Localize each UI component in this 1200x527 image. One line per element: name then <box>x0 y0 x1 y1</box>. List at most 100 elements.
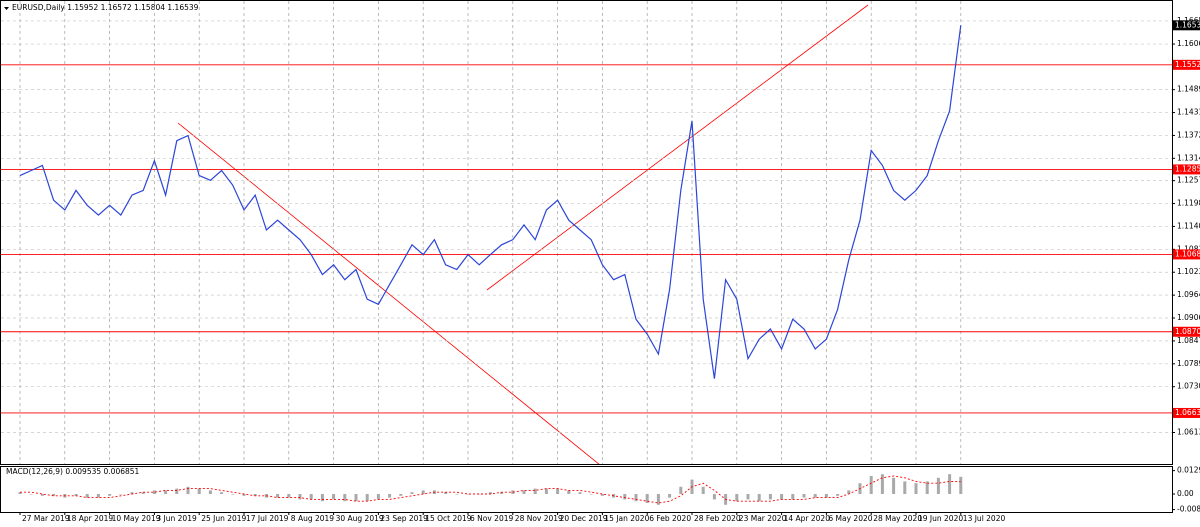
current-price-label: 1.16539 <box>1175 20 1200 29</box>
level-label: 1.08709 <box>1175 327 1200 336</box>
macd-bar <box>130 492 134 494</box>
macd-bar <box>847 490 851 494</box>
macd-bar <box>544 488 548 494</box>
current-price-box <box>1173 20 1200 31</box>
macd-bar <box>589 494 593 495</box>
macd-bar <box>712 494 716 500</box>
macd-bar <box>287 494 291 498</box>
macd-bar <box>388 494 392 498</box>
level-label-box <box>1173 59 1200 70</box>
macd-bar <box>757 494 761 502</box>
macd-bar <box>668 494 672 498</box>
macd-bar <box>836 494 840 496</box>
y-tick-label: 1.13725 <box>1177 130 1200 139</box>
chart-title: EURUSD,Daily 1.15952 1.16572 1.15804 1.1… <box>12 3 199 12</box>
x-tick-label: 28 Nov 2019 <box>515 514 563 523</box>
macd-bar <box>892 477 896 494</box>
macd-bar <box>746 494 750 500</box>
macd-bar <box>522 490 526 494</box>
x-tick-label: 15 Jan 2020 <box>604 514 649 523</box>
x-tick-label: 15 Oct 2019 <box>425 514 472 523</box>
macd-bar <box>18 492 22 494</box>
y-tick-label: 1.16060 <box>1177 39 1200 48</box>
macd-bar <box>197 488 201 494</box>
macd-bar <box>276 494 280 498</box>
y-tick-label: 1.08475 <box>1177 336 1200 345</box>
y-tick-label: 1.10230 <box>1177 267 1200 276</box>
trendlines <box>177 4 869 464</box>
macd-bar <box>40 494 44 496</box>
macd-bar <box>802 494 806 498</box>
x-tick-label: 17 Jul 2019 <box>246 514 289 523</box>
main-frame <box>0 0 1173 465</box>
x-tick-label: 20 Dec 2019 <box>560 514 608 523</box>
y-tick-label: 1.07890 <box>1177 359 1200 368</box>
macd-bar <box>623 494 627 500</box>
level-label-box <box>1173 249 1200 260</box>
trendline <box>486 4 869 291</box>
macd-bar <box>242 494 246 496</box>
x-tick-label: 6 Nov 2019 <box>470 514 513 523</box>
y-tick-label: 1.11985 <box>1177 199 1200 208</box>
level-label-box <box>1173 407 1200 418</box>
x-tick-label: 8 Aug 2019 <box>291 514 334 523</box>
macd-bar <box>220 492 224 494</box>
macd-bar <box>343 494 347 502</box>
macd-bar <box>735 494 739 502</box>
macd-bar <box>768 494 772 500</box>
macd-bar <box>914 483 918 494</box>
macd-bar <box>925 481 929 494</box>
macd-bar <box>96 494 100 498</box>
macd-bar <box>791 494 795 500</box>
x-tick-label: 23 Sep 2019 <box>380 514 428 523</box>
y-tick-label: 1.06135 <box>1177 427 1200 436</box>
macd-bar <box>578 492 582 494</box>
y-tick-label: 1.09645 <box>1177 290 1200 299</box>
macd-bar <box>656 494 660 505</box>
macd-bar <box>119 494 123 495</box>
macd-bar <box>679 486 683 494</box>
macd-bar <box>410 492 414 494</box>
level-label: 1.06634 <box>1175 408 1200 417</box>
x-tick-label: 19 Jun 2020 <box>918 514 963 523</box>
macd-bar <box>85 494 89 498</box>
macd-bar <box>399 494 403 496</box>
macd-bar <box>332 494 336 500</box>
macd-bar <box>74 494 78 496</box>
x-tick-label: 14 Apr 2020 <box>784 514 831 523</box>
macd-bar <box>29 494 33 495</box>
macd-bar <box>253 494 257 496</box>
y-tick-label: 1.10815 <box>1177 244 1200 253</box>
x-tick-label: 6 Feb 2020 <box>649 514 691 523</box>
macd-bar <box>511 490 515 494</box>
y-tick-label: -0.00866 <box>1177 505 1200 514</box>
macd-bar <box>869 476 873 494</box>
y-tick-label: 1.07305 <box>1177 382 1200 391</box>
trendline <box>177 122 600 464</box>
macd-bar <box>556 488 560 494</box>
macd-bar <box>533 488 537 494</box>
macd-bar <box>141 492 145 494</box>
macd-bar <box>466 494 470 495</box>
symbol-arrow <box>4 7 9 10</box>
x-tick-label: 13 Jul 2020 <box>963 514 1006 523</box>
macd-bar <box>309 494 313 500</box>
macd-bar <box>903 481 907 494</box>
x-tick-label: 25 Jun 2019 <box>201 514 246 523</box>
level-label-box <box>1173 326 1200 337</box>
y-tick-label: 1.09060 <box>1177 313 1200 322</box>
macd-bar <box>52 494 56 496</box>
signal-line <box>20 475 961 504</box>
y-tick-label: 1.14895 <box>1177 85 1200 94</box>
macd-bar <box>164 490 168 494</box>
macd-bar <box>500 492 504 494</box>
level-label: 1.15529 <box>1175 60 1200 69</box>
macd-bar <box>376 494 380 500</box>
x-tick-label: 27 Mar 2019 <box>22 514 70 523</box>
macd-bar <box>175 488 179 494</box>
macd-bar <box>152 490 156 494</box>
macd-bar <box>780 494 784 500</box>
y-tick-label: 1.12570 <box>1177 176 1200 185</box>
macd-bar <box>936 477 940 494</box>
